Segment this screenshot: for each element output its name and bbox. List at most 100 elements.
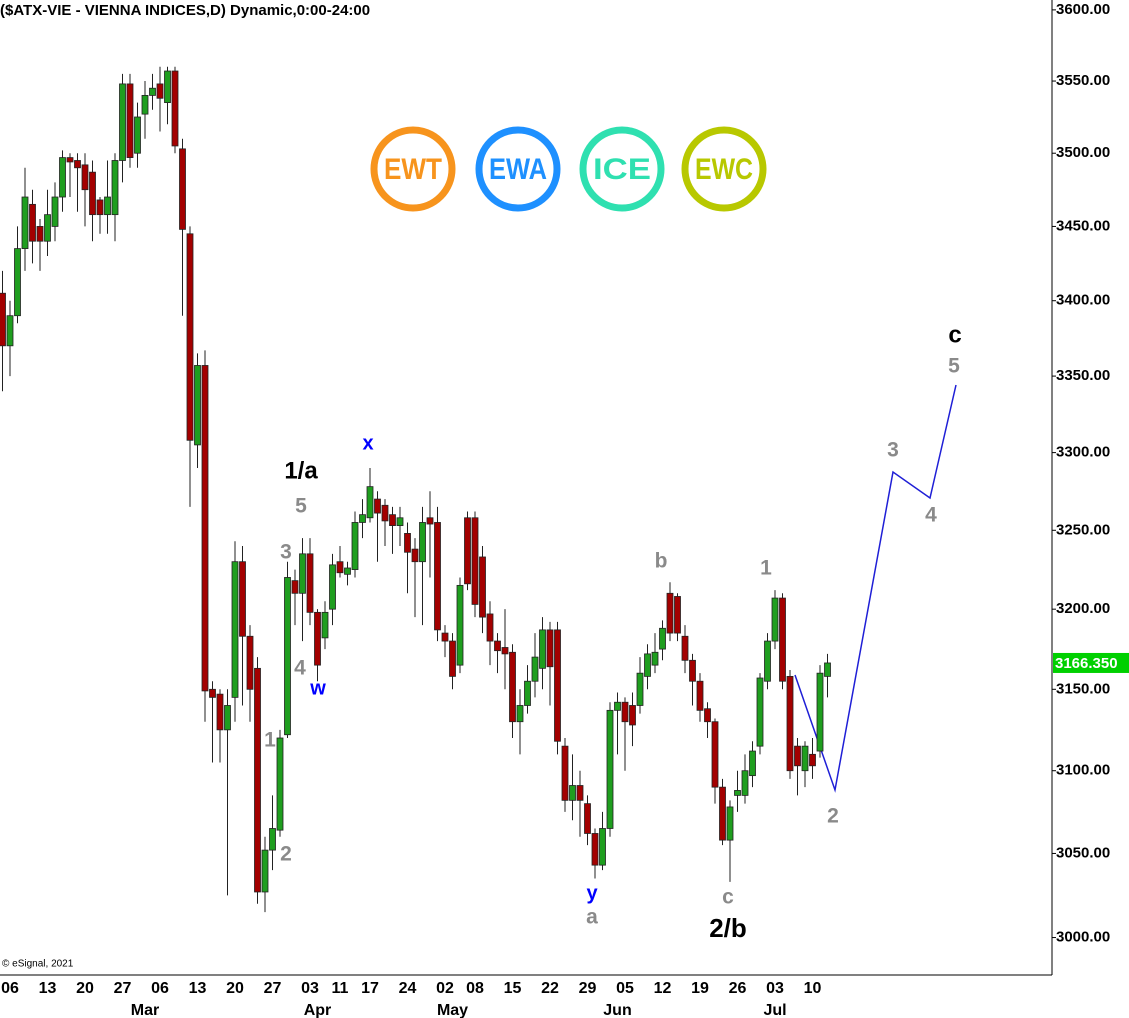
y-tick-label: 3400.00 — [1056, 292, 1110, 309]
candle-body — [14, 248, 21, 317]
candle-body — [59, 157, 66, 198]
x-tick-label: 03 — [766, 980, 784, 997]
candle-body — [824, 662, 831, 677]
candle-body — [419, 522, 426, 563]
x-tick-label: 17 — [361, 980, 379, 997]
candle-body — [741, 770, 749, 796]
x-tick-label: 26 — [729, 980, 747, 997]
candle-body — [809, 753, 816, 767]
candle-body — [621, 701, 629, 723]
candle-body — [254, 667, 261, 893]
x-tick-label: 06 — [151, 980, 169, 997]
candle-body — [179, 148, 186, 230]
x-tick-label: 13 — [189, 980, 207, 997]
candle-body — [224, 705, 231, 731]
logo-text: EWT — [384, 153, 442, 186]
candle-body — [786, 675, 794, 772]
logo-ring — [579, 126, 665, 212]
candle-body — [89, 171, 96, 216]
x-tick-label: 20 — [226, 980, 244, 997]
candle-body — [569, 785, 576, 801]
wave-label: 1 — [760, 557, 772, 580]
candle-body — [396, 517, 404, 526]
x-tick-label: 13 — [39, 980, 57, 997]
wave-label: 5 — [948, 355, 960, 378]
candle-body — [141, 94, 149, 115]
wave-label: 4 — [925, 504, 937, 527]
logo-ring — [681, 126, 767, 212]
y-tick-label: 3300.00 — [1056, 444, 1110, 461]
logo-text: EWC — [695, 153, 753, 186]
candle-body — [366, 486, 374, 519]
candle-body — [351, 522, 359, 570]
candle-body — [329, 564, 336, 610]
candle-body — [441, 632, 449, 642]
y-tick-label: 3450.00 — [1056, 217, 1110, 234]
logo-ring — [475, 126, 561, 212]
candle-body — [659, 627, 666, 650]
wave-label: 1/a — [284, 457, 318, 484]
candle-body — [449, 640, 456, 677]
candle-body — [681, 635, 689, 661]
wave-label: 3 — [887, 439, 899, 462]
candle-body — [539, 629, 546, 669]
y-tick-label: 3200.00 — [1056, 600, 1110, 617]
candle-body — [276, 737, 284, 831]
candle-body — [119, 83, 126, 161]
candle-body — [509, 651, 516, 723]
candle-body — [104, 196, 111, 216]
x-tick-label: 19 — [691, 980, 709, 997]
x-tick-label: 12 — [654, 980, 672, 997]
candle-body — [546, 629, 554, 668]
logo-text: EWA — [489, 153, 547, 186]
wave-label: 5 — [295, 495, 307, 518]
chart-title: ($ATX-VIE - VIENNA INDICES,D) Dynamic,0:… — [0, 2, 370, 19]
candle-body — [389, 514, 396, 526]
candle-body — [599, 828, 606, 866]
wave-label: y — [586, 882, 598, 904]
candle-body — [411, 548, 419, 563]
candle-body — [471, 517, 479, 605]
candle-body — [501, 647, 509, 655]
candle-body — [614, 701, 621, 711]
month-label: May — [437, 1002, 468, 1018]
candle-body — [516, 705, 524, 723]
wave-label: w — [309, 677, 326, 699]
candle-body — [426, 517, 434, 525]
candle-body — [374, 498, 381, 514]
candle-body — [771, 597, 779, 642]
x-tick-label: 24 — [399, 980, 417, 997]
candle-body — [126, 83, 134, 158]
x-tick-label: 29 — [579, 980, 597, 997]
candle-body — [531, 656, 539, 682]
x-tick-label: 10 — [804, 980, 822, 997]
candle-body — [359, 514, 366, 523]
x-tick-label: 11 — [332, 980, 349, 997]
candle-body — [269, 828, 276, 851]
y-tick-label: 3600.00 — [1056, 1, 1110, 18]
candle-body — [156, 83, 164, 99]
candle-body — [186, 233, 194, 441]
candle-body — [434, 522, 441, 631]
y-tick-label: 3100.00 — [1056, 762, 1110, 779]
y-tick-label: 3250.00 — [1056, 521, 1110, 538]
candle-body — [81, 164, 89, 191]
candle-body — [404, 533, 411, 553]
x-tick-label: 02 — [436, 980, 454, 997]
candle-body — [291, 580, 299, 594]
candle-body — [284, 577, 291, 736]
candle-body — [479, 556, 486, 618]
candle-body — [816, 672, 824, 752]
y-tick-label: 3500.00 — [1056, 144, 1110, 161]
candle-body — [719, 786, 726, 841]
y-tick-label: 3000.00 — [1056, 929, 1110, 946]
candle-body — [636, 672, 644, 706]
y-tick-label: 3550.00 — [1056, 72, 1110, 89]
candle-body — [794, 745, 801, 767]
candle-body — [689, 659, 696, 682]
candle-body — [704, 708, 711, 723]
candle-body — [584, 803, 591, 834]
wave-label: c — [722, 886, 734, 909]
candle-body — [726, 806, 734, 841]
